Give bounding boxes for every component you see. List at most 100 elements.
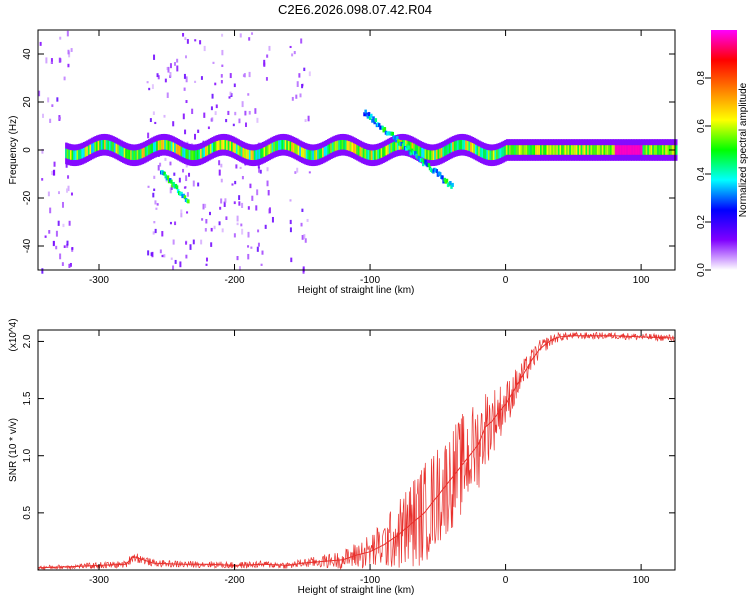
spectrogram-band-cell [313,150,317,160]
spectrogram-band-cell [663,145,667,155]
snr-ylabel: SNR (10 * v/v) [8,418,19,482]
colorbar-tick-label: 0.0 [696,263,707,277]
spectrogram-branch-cell [170,179,173,184]
spectrogram-noise-cell [186,192,189,197]
spectrogram-band-cell [559,145,563,155]
spectrogram-band-cell [187,149,190,160]
spectrogram-band-cell [528,145,532,155]
spectrogram-band-cell [546,145,550,155]
spectrogram-band-cell [502,146,506,157]
spectrogram-branch-cell [393,136,397,141]
spectrogram-cells [38,30,678,274]
spectrogram-band-cell [600,145,603,155]
spectrogram-band-cell [543,145,546,155]
spectrogram-band-cell [562,145,566,155]
spectrogram-band-cell [611,145,615,155]
spectrogram-band-cell [178,145,182,156]
spectrogram-band-cell [157,140,161,151]
spectrogram-band-cell [305,149,309,160]
spectrogram-branch-cell [435,169,439,174]
spectrogram-band-cell [247,149,250,160]
spectrogram-branch-cell [163,171,166,176]
spectrogram-band-cell [622,145,626,155]
spectrogram-band-cell [520,145,523,155]
spectrogram-band-cell [182,147,185,158]
spectrogram-band-cell [356,145,359,155]
spectrogram-band-cell [180,146,184,157]
spectrogram-band-cell [328,144,332,154]
spectrogram-noise-cell [205,219,208,224]
spectrogram-noise-cell [233,233,236,238]
spectrogram-band-cell [522,145,525,155]
spectrogram-band-cell [418,146,421,156]
spectrogram-noise-cell [50,61,53,64]
spectrogram-noise-cell [214,111,217,116]
spectrogram-band-cell [570,145,574,155]
spectrogram-noise-cell [200,76,203,80]
spectrogram-noise-cell [295,94,298,99]
spectrogram-noise-cell [232,123,235,127]
spectrogram-band-cell [644,145,647,155]
x-tick-label: -100 [360,575,380,586]
spectrogram-band-cell [344,140,348,150]
spectrogram-band-cell [409,141,413,152]
spectrogram-band-cell [551,145,554,155]
spectrogram-band-cell [120,146,123,157]
spectrogram-band-cell [204,146,208,157]
spectrogram-noise-cell [212,61,215,64]
spectrogram-band-cell [601,145,605,155]
spectrogram-noise-cell [48,230,51,234]
spectrogram-band-cell [361,147,364,158]
spectrogram-branch-cell [365,112,369,117]
spectrogram-band-cell [474,144,478,155]
spectrogram-band-cell [222,139,226,150]
spectrogram-band-cell [621,145,624,155]
spectrogram-band-cell [195,150,198,160]
spectrogram-branch-cell [445,178,449,183]
spectrogram-noise-cell [210,242,213,247]
spectrogram-band-cell [227,140,231,151]
spectrogram-band-cell [458,140,462,150]
spectrogram-noise-cell [221,64,224,67]
spectrogram-noise-cell [213,225,216,230]
spectrogram-band-cell [526,145,530,155]
spectrogram-band-cell [492,150,496,160]
spectrogram-band-cell [457,140,460,150]
spectrogram-band-cell [658,145,662,155]
spectrogram-noise-cell [241,228,244,235]
spectrogram-noise-cell [249,183,252,189]
spectrogram-noise-cell [169,72,172,78]
snr-frame [37,329,676,571]
spectrogram-band-cell [135,150,138,160]
spectrogram-band-cell [618,145,621,155]
spectrogram-band-cell [242,147,245,158]
spectrogram-noise-cell [266,167,269,172]
spectrogram-noise-cell [227,110,230,116]
spectrogram-noise-cell [257,242,260,247]
spectrogram-noise-cell [221,49,224,56]
spectrogram-noise-cell [241,101,244,108]
spectrogram-noise-cell [304,119,307,123]
spectrogram-noise-cell [66,188,69,193]
spectrogram-band-cell [382,147,385,158]
spectrogram-band-cell [261,147,265,158]
spectrogram-band-cell [266,145,270,156]
spectrogram-branch-cell [175,185,179,190]
spectrogram-noise-cell [163,254,166,258]
spectrogram-noise-cell [301,83,304,89]
spectrogram-band-cell [250,150,254,160]
spectrogram-band-cell [377,149,380,160]
spectrogram-band-cell [322,147,325,158]
spectrogram-band-cell [452,141,455,152]
spectrogram-noise-cell [66,30,69,37]
spectrogram-noise-cell [173,62,176,66]
colorbar-label: Normalized spectral amplitude [738,82,749,217]
spectrogram-noise-cell [255,205,258,211]
spectrogram-band-cell [146,146,149,156]
spectrogram-noise-cell [164,157,167,161]
spectrogram-band-cell [432,150,436,161]
spectrogram-band-cell [549,145,553,155]
spectrogram-noise-cell [207,126,210,130]
spectrogram-band-cell [424,149,428,159]
spectrogram-noise-cell [147,185,150,188]
